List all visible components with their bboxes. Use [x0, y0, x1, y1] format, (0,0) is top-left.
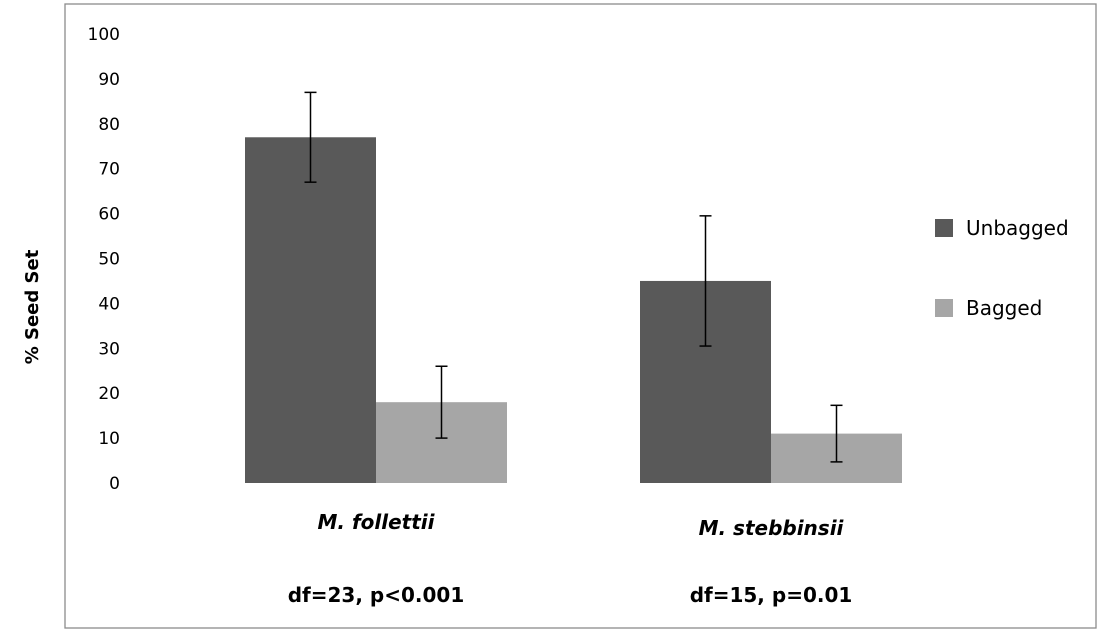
chart-border	[64, 3, 1097, 629]
y-tick-label: 20	[98, 384, 120, 404]
y-tick-label: 90	[98, 70, 120, 90]
category-label: M. follettii	[317, 510, 435, 534]
y-axis-ticks: 0 10 20 30 40 50 60 70 80 90 100	[88, 25, 120, 494]
y-tick-label: 80	[98, 115, 120, 135]
category-label: M. stebbinsii	[699, 516, 845, 540]
bars	[245, 137, 902, 483]
legend-label-bagged: Bagged	[966, 296, 1042, 320]
y-tick-label: 0	[109, 474, 120, 494]
bar-unbagged-1	[245, 137, 376, 483]
error-bars	[304, 91, 843, 463]
legend-label-unbagged: Unbagged	[966, 216, 1069, 240]
y-tick-label: 40	[98, 294, 120, 314]
category-stat-label: df=15, p=0.01	[690, 583, 853, 607]
y-tick-label: 10	[98, 429, 120, 449]
legend-swatch-unbagged	[935, 219, 953, 237]
legend: Unbagged Bagged	[935, 216, 1069, 320]
y-tick-label: 30	[98, 339, 120, 359]
y-tick-label: 60	[98, 205, 120, 225]
y-axis-label: % Seed Set	[22, 249, 43, 364]
legend-swatch-bagged	[935, 299, 953, 317]
y-tick-label: 100	[88, 25, 120, 45]
y-tick-label: 50	[98, 250, 120, 270]
y-tick-label: 70	[98, 160, 120, 180]
x-axis-categories: M. follettii df=23, p<0.001 M. stebbinsii d…	[288, 510, 853, 607]
category-stat-label: df=23, p<0.001	[288, 583, 465, 607]
